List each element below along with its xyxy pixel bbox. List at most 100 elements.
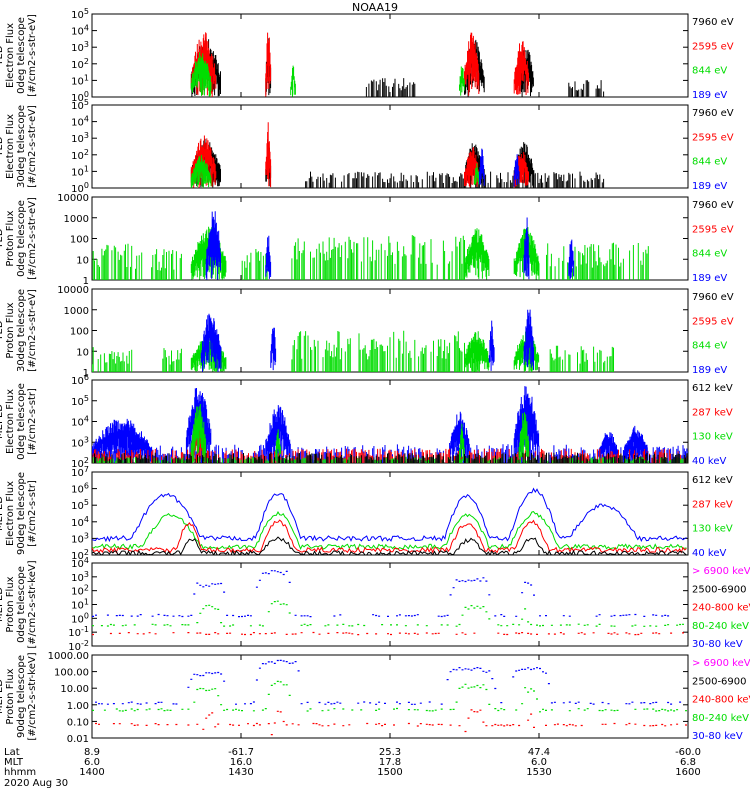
x-label-lat: 47.4 bbox=[528, 747, 550, 758]
x-label-hhmm: 1400 bbox=[79, 767, 104, 778]
legend-meped-e-90: 612 keV bbox=[692, 475, 733, 486]
legend-meped-p-90: 2500-6900 bbox=[692, 676, 747, 687]
y-tick-label-ted-p-30: 10 bbox=[76, 347, 89, 358]
y-axis-label-meped-p-90: Proton Flux bbox=[5, 668, 16, 724]
y-tick-label-ted-p-30: 1000 bbox=[64, 306, 89, 317]
y-tick-label-meped-p-0: 104 bbox=[71, 556, 89, 570]
legend-ted-e-0: 189 eV bbox=[692, 90, 727, 101]
panel-frame-ted-e-0 bbox=[91, 13, 689, 98]
series-ted-e-30-blue bbox=[478, 148, 520, 187]
legend-ted-p-30: 7960 eV bbox=[692, 292, 734, 303]
x-label-hhmm: 1600 bbox=[675, 767, 700, 778]
series-meped-e-90-black bbox=[92, 536, 687, 555]
series-ted-e-0-green bbox=[190, 52, 465, 97]
y-axis-label-meped-p-0: [#/cm2-s-str-keV] bbox=[27, 560, 38, 648]
legend-ted-p-0: 844 eV bbox=[692, 249, 727, 260]
x-row-label-lat: Lat bbox=[4, 747, 20, 758]
x-row-label-hhmm: hhmm bbox=[4, 767, 37, 778]
x-label-mlt: 6.0 bbox=[84, 757, 100, 768]
y-axis-label-ted-e-30: TED bbox=[0, 136, 5, 157]
y-axis-label-meped-p-90: 90deg telescope bbox=[16, 655, 27, 738]
y-tick-label-meped-e-90: 104 bbox=[71, 515, 89, 529]
legend-meped-p-0: 80-240 keV bbox=[692, 621, 749, 632]
y-axis-label-meped-p-90: [#/cm2-s-str-keV] bbox=[27, 652, 38, 740]
y-tick-label-ted-p-0: 100 bbox=[70, 235, 89, 246]
y-axis-label-meped-p-0: MEPED bbox=[0, 587, 5, 622]
y-axis-label-meped-p-90: MEPED bbox=[0, 679, 5, 714]
legend-meped-e-0: 287 keV bbox=[692, 407, 733, 418]
y-tick-label-ted-p-0: 1000 bbox=[64, 214, 89, 225]
legend-meped-p-0: 2500-6900 bbox=[692, 584, 747, 595]
y-tick-label-meped-p-90: 100.00 bbox=[54, 668, 89, 679]
legend-ted-e-0: 7960 eV bbox=[692, 17, 734, 28]
y-axis-label-meped-e-0: 0deg telescope bbox=[16, 383, 27, 460]
y-tick-label-meped-e-0: 102 bbox=[71, 456, 89, 470]
y-tick-label-ted-p-0: 10 bbox=[76, 255, 89, 266]
x-label-mlt: 6.8 bbox=[680, 757, 696, 768]
series-ted-e-30-green bbox=[190, 154, 480, 188]
legend-ted-e-0: 844 eV bbox=[692, 66, 727, 77]
y-tick-label-ted-e-0: 101 bbox=[71, 73, 89, 87]
legend-meped-p-90: 30-80 keV bbox=[692, 731, 743, 742]
y-tick-label-ted-e-30: 101 bbox=[71, 164, 89, 178]
y-tick-label-meped-p-0: 103 bbox=[71, 570, 89, 584]
legend-meped-p-0: 240-800 keV bbox=[692, 603, 750, 614]
y-axis-label-meped-e-0: MEPED bbox=[0, 404, 5, 439]
y-tick-label-ted-e-30: 102 bbox=[71, 148, 89, 162]
x-label-hhmm: 1530 bbox=[526, 767, 551, 778]
y-tick-label-meped-e-90: 106 bbox=[71, 482, 89, 496]
y-axis-label-ted-p-30: 30deg telescope bbox=[16, 289, 27, 372]
y-tick-label-meped-p-90: 1000.00 bbox=[48, 651, 89, 662]
series-meped-p-90-red bbox=[95, 709, 688, 736]
y-axis-label-ted-p-0: Proton Flux bbox=[5, 210, 16, 266]
x-label-lat: -60.0 bbox=[675, 747, 701, 758]
y-axis-label-meped-e-90: Electron Flux bbox=[5, 481, 16, 546]
legend-meped-e-90: 40 keV bbox=[692, 548, 726, 559]
y-tick-label-meped-p-0: 102 bbox=[71, 584, 89, 598]
y-tick-label-meped-e-0: 103 bbox=[71, 435, 89, 449]
legend-ted-p-30: 2595 eV bbox=[692, 316, 734, 327]
y-tick-label-meped-e-90: 102 bbox=[71, 548, 89, 562]
legend-meped-e-0: 40 keV bbox=[692, 456, 726, 467]
y-axis-label-ted-p-30: [#/cm2-s-str-eV] bbox=[27, 289, 38, 372]
y-tick-label-meped-p-0: 100 bbox=[71, 611, 89, 625]
panel-frame-meped-p-0 bbox=[91, 562, 689, 647]
y-tick-label-meped-e-90: 103 bbox=[71, 531, 89, 545]
x-label-mlt: 16.0 bbox=[230, 757, 252, 768]
series-meped-e-0-black bbox=[92, 452, 688, 463]
legend-meped-p-0: 30-80 keV bbox=[692, 639, 743, 650]
date-label: 2020 Aug 30 bbox=[4, 778, 69, 789]
series-meped-e-90-blue bbox=[92, 487, 687, 543]
series-ted-p-30-blue bbox=[200, 309, 535, 372]
series-meped-p-90-blue bbox=[95, 659, 688, 705]
y-axis-label-meped-p-0: 0deg telescope bbox=[16, 566, 27, 643]
series-meped-p-90-green bbox=[92, 680, 688, 713]
y-tick-label-meped-e-0: 105 bbox=[71, 394, 89, 408]
legend-meped-p-0: > 6900 keV bbox=[692, 566, 750, 577]
y-tick-label-meped-p-90: 0.01 bbox=[67, 734, 89, 745]
legend-ted-e-30: 189 eV bbox=[692, 181, 727, 192]
y-tick-label-ted-p-30: 1 bbox=[83, 368, 89, 379]
y-tick-label-meped-e-0: 104 bbox=[71, 415, 89, 429]
x-label-mlt: 17.8 bbox=[379, 757, 401, 768]
legend-meped-e-0: 612 keV bbox=[692, 383, 733, 394]
y-axis-label-ted-e-0: TED bbox=[0, 45, 5, 66]
legend-meped-e-90: 287 keV bbox=[692, 499, 733, 510]
x-label-hhmm: 1500 bbox=[377, 767, 402, 778]
y-tick-label-meped-p-90: 10.00 bbox=[60, 684, 89, 695]
y-tick-label-ted-e-0: 100 bbox=[71, 90, 89, 104]
y-tick-label-ted-e-0: 102 bbox=[71, 57, 89, 71]
series-meped-e-90-red bbox=[92, 519, 687, 554]
y-axis-label-meped-e-0: Electron Flux bbox=[5, 389, 16, 454]
series-meped-p-0-red bbox=[92, 631, 684, 636]
panel-frame-meped-p-90 bbox=[91, 654, 689, 739]
legend-ted-p-30: 844 eV bbox=[692, 341, 727, 352]
y-axis-label-meped-e-90: 90deg telescope bbox=[16, 472, 27, 555]
y-tick-label-meped-e-90: 105 bbox=[71, 498, 89, 512]
y-tick-label-meped-p-90: 1.00 bbox=[67, 701, 89, 712]
y-axis-label-ted-e-0: 0deg telescope bbox=[16, 17, 27, 94]
series-ted-p-0-blue bbox=[205, 211, 575, 280]
y-axis-label-ted-p-0: [#/cm2-s-str-eV] bbox=[27, 197, 38, 280]
series-ted-e-30-black bbox=[190, 138, 605, 188]
